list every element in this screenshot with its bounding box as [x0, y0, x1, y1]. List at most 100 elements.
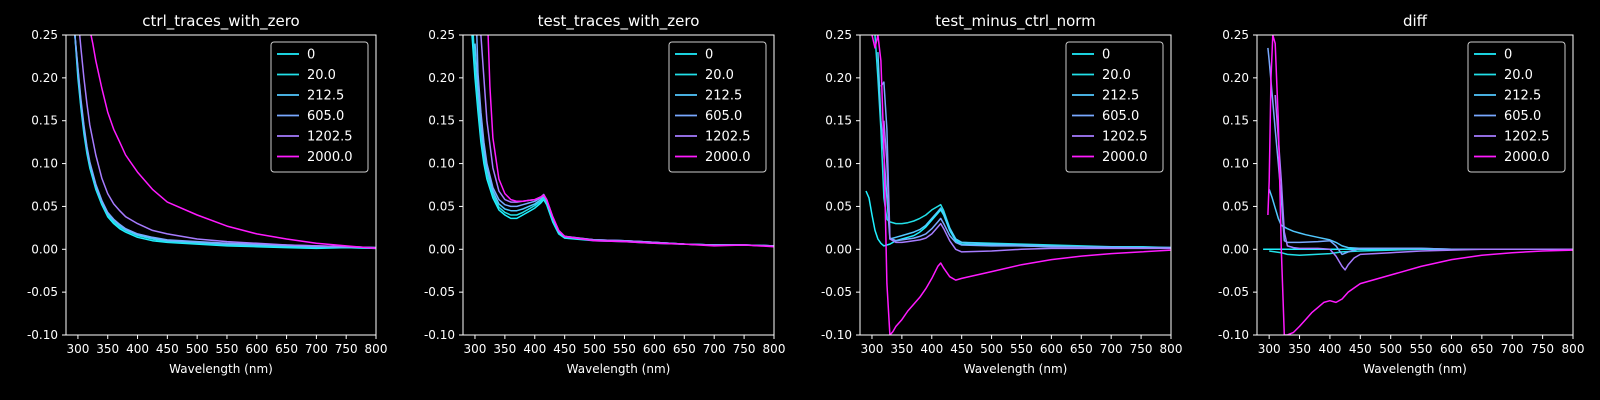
legend: 0 20.0 212.5 605.0 1202.5 2000.0 — [1065, 41, 1164, 173]
legend-label: 2000.0 — [307, 150, 353, 165]
series-group — [74, 35, 376, 250]
y-tick-label: 0.25 — [428, 28, 455, 42]
y-tick-label: -0.05 — [27, 285, 58, 299]
x-tick-label: 800 — [763, 342, 786, 356]
x-tick-label: 750 — [1130, 342, 1153, 356]
y-tick-label: 0.00 — [825, 242, 852, 256]
x-tick-label: 750 — [335, 342, 358, 356]
x-tick-label: 800 — [1160, 342, 1183, 356]
y-tick-label: 0.20 — [428, 71, 455, 85]
series-line-605-0 — [880, 81, 1171, 249]
series-group — [1263, 35, 1573, 335]
x-tick-label: 750 — [1531, 342, 1554, 356]
legend-label: 0 — [1102, 48, 1110, 63]
legend-label: 1202.5 — [705, 130, 751, 145]
y-tick-label: 0.15 — [825, 114, 852, 128]
x-tick-label: 450 — [553, 342, 576, 356]
legend-label: 1202.5 — [307, 130, 353, 145]
x-tick-label: 350 — [1288, 342, 1311, 356]
y-tick-label: 0.05 — [428, 199, 455, 213]
x-tick-label: 300 — [66, 342, 89, 356]
axes-frame — [65, 34, 377, 336]
legend-label: 1202.5 — [1504, 130, 1550, 145]
y-tick-label: 0.00 — [31, 242, 58, 256]
legend: 0 20.0 212.5 605.0 1202.5 2000.0 — [668, 41, 767, 173]
chart-title: diff — [1403, 12, 1428, 30]
series-group — [471, 35, 774, 248]
y-tick-label: 0.10 — [1222, 157, 1249, 171]
series-line-2000-0 — [90, 35, 376, 250]
x-tick-label: 450 — [950, 342, 973, 356]
y-tick-label: -0.10 — [27, 328, 58, 342]
x-axis-label: Wavelength (nm) — [964, 362, 1068, 376]
y-tick-label: 0.20 — [1222, 71, 1249, 85]
x-tick-label: 700 — [703, 342, 726, 356]
y-tick-label: -0.10 — [1218, 328, 1249, 342]
x-tick-label: 500 — [1379, 342, 1402, 356]
y-tick-label: 0.15 — [1222, 114, 1249, 128]
x-tick-label: 650 — [673, 342, 696, 356]
legend-label: 20.0 — [307, 68, 336, 83]
y-tick-label: 0.25 — [825, 28, 852, 42]
axes-frame — [859, 34, 1172, 336]
legend-label: 2000.0 — [1102, 150, 1148, 165]
x-tick-label: 600 — [1440, 342, 1463, 356]
x-tick-label: 300 — [861, 342, 884, 356]
x-tick-label: 650 — [275, 342, 298, 356]
chart-panel-4: diff 300 350 400 450 500 550 600 650 700 750 800 -0.… — [1218, 12, 1585, 376]
series-line-20-0 — [874, 35, 1171, 249]
series-line-1202-5 — [78, 35, 376, 249]
x-tick-label: 600 — [643, 342, 666, 356]
legend-label: 0 — [1504, 48, 1512, 63]
x-tick-label: 300 — [1258, 342, 1281, 356]
legend-label: 212.5 — [1102, 89, 1139, 104]
x-tick-label: 500 — [186, 342, 209, 356]
x-tick-label: 350 — [493, 342, 516, 356]
x-tick-label: 550 — [216, 342, 239, 356]
y-tick-label: 0.25 — [1222, 28, 1249, 42]
y-tick-label: 0.10 — [31, 157, 58, 171]
y-tick-label: -0.05 — [821, 285, 852, 299]
series-line-1202-5 — [1274, 94, 1573, 271]
legend-label: 605.0 — [1504, 109, 1541, 124]
y-tick-label: 0.05 — [1222, 199, 1249, 213]
legend-label: 0 — [307, 48, 315, 63]
axes-frame — [462, 34, 775, 336]
series-group — [865, 35, 1171, 335]
x-tick-label: 500 — [980, 342, 1003, 356]
y-tick-label: 0.00 — [1222, 242, 1249, 256]
x-tick-label: 800 — [365, 342, 388, 356]
x-tick-label: 550 — [613, 342, 636, 356]
series-line-1202-5 — [883, 120, 1171, 253]
x-tick-label: 450 — [156, 342, 179, 356]
legend-label: 212.5 — [1504, 89, 1541, 104]
x-tick-label: 350 — [96, 342, 119, 356]
x-tick-label: 600 — [1040, 342, 1063, 356]
chart-panel-3: test_minus_ctrl_norm 300 350 400 450 500 550 60… — [821, 12, 1183, 376]
x-tick-label: 350 — [890, 342, 913, 356]
y-tick-label: 0.15 — [31, 114, 58, 128]
x-axis-label: Wavelength (nm) — [567, 362, 671, 376]
chart-title: test_minus_ctrl_norm — [935, 12, 1096, 31]
y-tick-label: 0.20 — [825, 71, 852, 85]
x-tick-label: 400 — [126, 342, 149, 356]
x-tick-label: 300 — [464, 342, 487, 356]
series-line-2000-0 — [1267, 35, 1573, 335]
y-tick-label: -0.10 — [821, 328, 852, 342]
legend-label: 2000.0 — [1504, 150, 1550, 165]
y-tick-label: 0.20 — [31, 71, 58, 85]
y-tick-label: 0.25 — [31, 28, 58, 42]
legend-label: 605.0 — [705, 109, 742, 124]
x-tick-label: 550 — [1010, 342, 1033, 356]
x-tick-label: 650 — [1470, 342, 1493, 356]
legend-label: 20.0 — [1504, 68, 1533, 83]
legend-label: 212.5 — [705, 89, 742, 104]
x-tick-label: 550 — [1410, 342, 1433, 356]
y-tick-label: 0.00 — [428, 242, 455, 256]
x-tick-label: 700 — [1100, 342, 1123, 356]
series-line-2000-0 — [487, 35, 774, 248]
legend-label: 212.5 — [307, 89, 344, 104]
x-axis-label: Wavelength (nm) — [1363, 362, 1467, 376]
series-line-2000-0 — [871, 35, 1171, 335]
